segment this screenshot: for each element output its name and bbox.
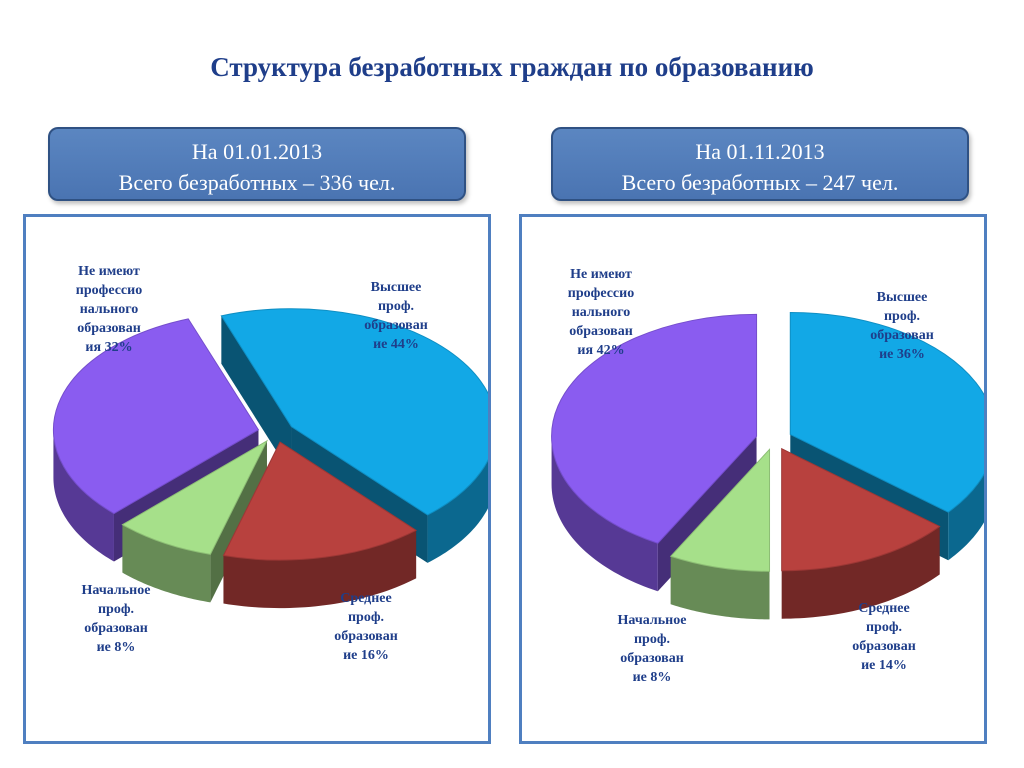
label-line: профессио: [75, 283, 143, 298]
chart-total-left: Всего безработных – 336 чел.: [118, 170, 396, 195]
label-line: проф.: [633, 632, 671, 647]
label-line: Среднее: [858, 601, 910, 616]
chart-date-left: На 01.01.2013: [191, 139, 323, 164]
label-line: образован: [620, 651, 684, 666]
label-line: ие 16%: [343, 648, 389, 663]
label-line: образован: [364, 318, 428, 333]
label-line: образован: [870, 328, 934, 343]
label-line: образован: [569, 324, 633, 339]
label-line: нального: [571, 305, 631, 320]
label-secondary-left: Среднее проф. образован ие 16%: [311, 589, 421, 665]
pie-chart-left: [52, 308, 488, 609]
pie-slice-secondary: [781, 447, 941, 619]
label-line: Среднее: [340, 591, 392, 606]
chart-header-left: На 01.01.2013 Всего безработных – 336 че…: [48, 127, 466, 201]
label-line: образован: [334, 629, 398, 644]
label-line: Не имеют: [78, 264, 140, 279]
label-line: Начальное: [81, 583, 151, 598]
pie-slice-secondary: [222, 441, 418, 609]
label-line: проф.: [97, 602, 135, 617]
label-secondary-right: Среднее проф. образован ие 14%: [829, 599, 939, 675]
chart-total-right: Всего безработных – 247 чел.: [621, 170, 899, 195]
label-line: ия 42%: [577, 343, 625, 358]
label-line: нального: [79, 302, 139, 317]
label-line: образован: [77, 321, 141, 336]
pie-chart-right: [551, 311, 984, 620]
label-line: ия 32%: [85, 340, 133, 355]
label-line: проф.: [347, 610, 385, 625]
label-none-right: Не имеют профессио нального образован ия…: [546, 265, 656, 360]
label-line: ие 36%: [879, 347, 925, 362]
label-primary-left: Начальное проф. образован ие 8%: [61, 581, 171, 657]
label-line: ие 8%: [632, 670, 672, 685]
label-line: ие 8%: [96, 640, 136, 655]
label-line: образован: [852, 639, 916, 654]
label-line: проф.: [865, 620, 903, 635]
label-line: Высшее: [876, 290, 928, 305]
label-line: проф.: [377, 299, 415, 314]
label-line: Не имеют: [570, 267, 632, 282]
chart-panel-left: Не имеют профессио нального образован ия…: [23, 214, 491, 744]
label-line: Высшее: [370, 280, 422, 295]
label-primary-right: Начальное проф. образован ие 8%: [597, 611, 707, 687]
label-line: ие 14%: [861, 658, 907, 673]
label-line: проф.: [883, 309, 921, 324]
chart-header-right: На 01.11.2013 Всего безработных – 247 че…: [551, 127, 969, 201]
label-line: ие 44%: [373, 337, 419, 352]
chart-date-right: На 01.11.2013: [695, 139, 825, 164]
label-line: профессио: [567, 286, 635, 301]
label-line: образован: [84, 621, 148, 636]
page-title: Структура безработных граждан по образов…: [210, 52, 814, 82]
label-higher-left: Высшее проф. образован ие 44%: [341, 278, 451, 354]
label-line: Начальное: [617, 613, 687, 628]
chart-panel-right: Не имеют профессио нального образован ия…: [519, 214, 987, 744]
pie-slice-primary: [669, 448, 771, 620]
label-higher-right: Высшее проф. образован ие 36%: [847, 288, 957, 364]
label-none-left: Не имеют профессио нального образован ия…: [54, 262, 164, 357]
